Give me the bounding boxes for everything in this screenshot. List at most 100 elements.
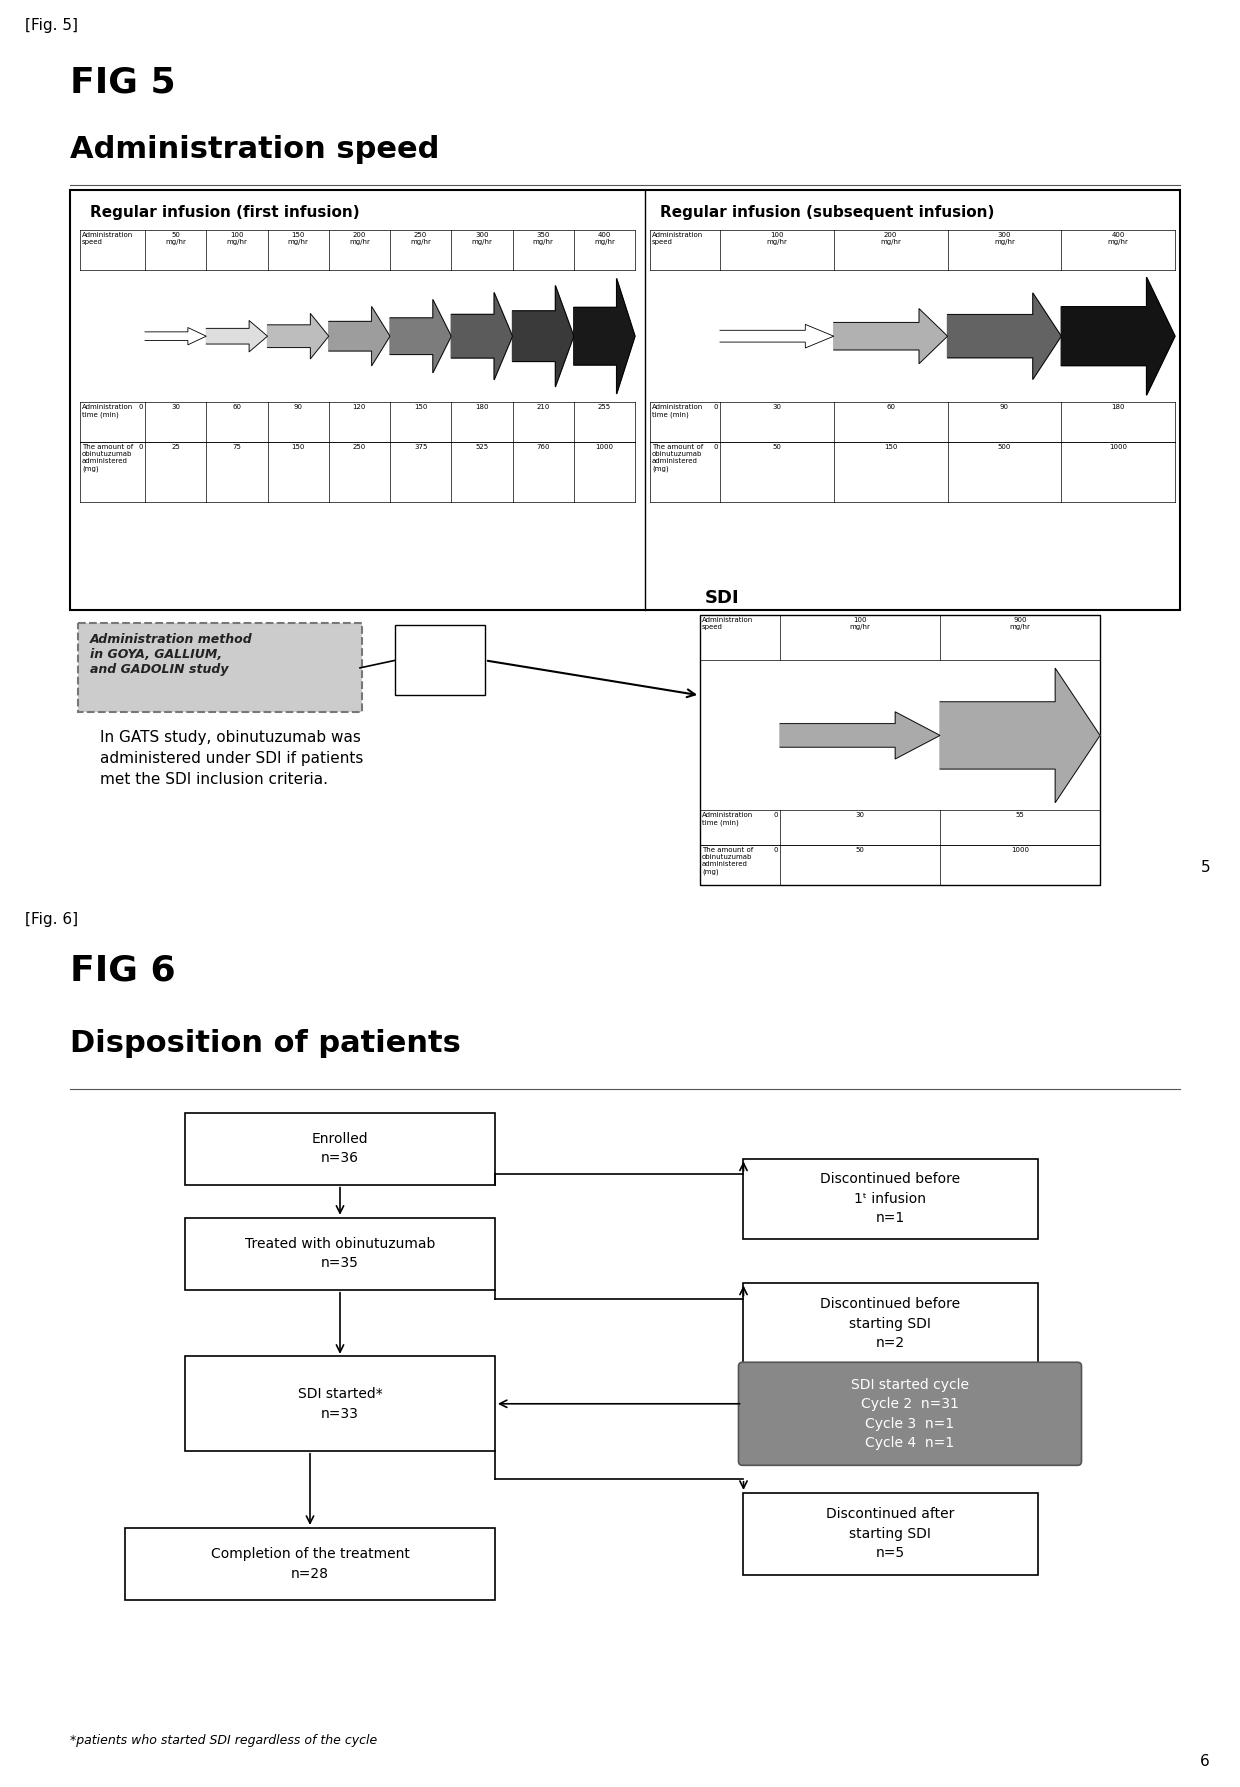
- Text: Administration
speed: Administration speed: [702, 617, 753, 631]
- Text: 75: 75: [232, 445, 242, 450]
- Text: 1000: 1000: [1011, 847, 1029, 854]
- Text: 50: 50: [773, 445, 781, 450]
- Text: The amount of
obinutuzumab
administered
(mg): The amount of obinutuzumab administered …: [652, 445, 703, 472]
- Text: 250: 250: [352, 445, 366, 450]
- Text: [Fig. 6]: [Fig. 6]: [25, 911, 78, 926]
- FancyBboxPatch shape: [743, 1158, 1038, 1238]
- Text: 210: 210: [537, 404, 549, 411]
- Polygon shape: [145, 327, 206, 345]
- Text: 760: 760: [537, 445, 549, 450]
- Text: 525: 525: [475, 445, 489, 450]
- Text: 0: 0: [774, 813, 777, 818]
- Text: 150
mg/hr: 150 mg/hr: [288, 232, 309, 245]
- Text: SDI started cycle
Cycle 2  n=31
Cycle 3  n=1
Cycle 4  n=1: SDI started cycle Cycle 2 n=31 Cycle 3 n…: [851, 1378, 968, 1449]
- Polygon shape: [268, 313, 329, 359]
- Text: 200
mg/hr: 200 mg/hr: [880, 232, 901, 245]
- Text: 50
mg/hr: 50 mg/hr: [165, 232, 186, 245]
- Text: 300
mg/hr: 300 mg/hr: [471, 232, 492, 245]
- Polygon shape: [833, 309, 947, 365]
- FancyBboxPatch shape: [69, 189, 1180, 611]
- Text: 0: 0: [774, 847, 777, 854]
- Text: 25: 25: [171, 445, 180, 450]
- Text: 300
mg/hr: 300 mg/hr: [994, 232, 1014, 245]
- Text: 30: 30: [856, 813, 864, 818]
- Text: Administration speed: Administration speed: [69, 136, 439, 164]
- Polygon shape: [206, 320, 268, 352]
- Polygon shape: [451, 293, 512, 381]
- Text: 90: 90: [999, 404, 1009, 411]
- Polygon shape: [1061, 277, 1176, 395]
- Text: Discontinued after
starting SDI
n=5: Discontinued after starting SDI n=5: [826, 1508, 955, 1560]
- Text: 255: 255: [598, 404, 611, 411]
- Text: Discontinued before
1ᵗ infusion
n=1: Discontinued before 1ᵗ infusion n=1: [820, 1172, 960, 1226]
- FancyBboxPatch shape: [701, 615, 1100, 886]
- Text: Administration
speed: Administration speed: [652, 232, 703, 245]
- FancyBboxPatch shape: [78, 624, 362, 713]
- Text: The amount of
obinutuzumab
administered
(mg): The amount of obinutuzumab administered …: [702, 847, 753, 876]
- Text: 60: 60: [887, 404, 895, 411]
- Text: Completion of the treatment
n=28: Completion of the treatment n=28: [211, 1548, 409, 1581]
- FancyBboxPatch shape: [185, 1217, 495, 1290]
- FancyBboxPatch shape: [185, 1356, 495, 1451]
- Text: Administration
speed: Administration speed: [82, 232, 133, 245]
- Text: 0: 0: [713, 445, 718, 450]
- Text: Administration
time (min): Administration time (min): [82, 404, 133, 418]
- Text: 50: 50: [856, 847, 864, 854]
- Text: 120: 120: [352, 404, 366, 411]
- Text: SDI started*
n=33: SDI started* n=33: [298, 1387, 382, 1421]
- Text: Disposition of patients: Disposition of patients: [69, 1029, 461, 1058]
- Text: 1000: 1000: [595, 445, 614, 450]
- Text: Regular infusion (first infusion): Regular infusion (first infusion): [91, 206, 360, 220]
- Text: Regular infusion (subsequent infusion): Regular infusion (subsequent infusion): [660, 206, 994, 220]
- Text: 1000: 1000: [1109, 445, 1127, 450]
- Text: 0: 0: [713, 404, 718, 411]
- Text: SDI: SDI: [706, 590, 739, 608]
- Text: 150: 150: [884, 445, 898, 450]
- Text: 900
mg/hr: 900 mg/hr: [1009, 617, 1030, 631]
- Text: 55: 55: [1016, 813, 1024, 818]
- Text: 500: 500: [998, 445, 1011, 450]
- Text: 250
mg/hr: 250 mg/hr: [410, 232, 432, 245]
- FancyBboxPatch shape: [396, 625, 485, 695]
- Text: 150: 150: [291, 445, 305, 450]
- Text: 180: 180: [475, 404, 489, 411]
- Text: 90: 90: [294, 404, 303, 411]
- Text: 200
mg/hr: 200 mg/hr: [348, 232, 370, 245]
- Polygon shape: [329, 307, 391, 366]
- Text: Treated with obinutuzumab
n=35: Treated with obinutuzumab n=35: [244, 1237, 435, 1271]
- Text: 100
mg/hr: 100 mg/hr: [849, 617, 870, 631]
- Text: 400
mg/hr: 400 mg/hr: [1107, 232, 1128, 245]
- Text: *patients who started SDI regardless of the cycle: *patients who started SDI regardless of …: [69, 1733, 377, 1748]
- Text: 400
mg/hr: 400 mg/hr: [594, 232, 615, 245]
- Text: Enrolled
n=36: Enrolled n=36: [311, 1131, 368, 1165]
- Text: 350
mg/hr: 350 mg/hr: [533, 232, 553, 245]
- FancyBboxPatch shape: [743, 1283, 1038, 1365]
- Text: [Fig. 5]: [Fig. 5]: [25, 18, 78, 32]
- Polygon shape: [512, 286, 574, 386]
- Polygon shape: [720, 325, 833, 348]
- Polygon shape: [574, 279, 635, 393]
- Text: Administration method
in GOYA, GALLIUM,
and GADOLIN study: Administration method in GOYA, GALLIUM, …: [91, 633, 253, 675]
- Text: 60: 60: [232, 404, 242, 411]
- Text: Discontinued before
starting SDI
n=2: Discontinued before starting SDI n=2: [820, 1297, 960, 1351]
- Text: 0: 0: [139, 445, 143, 450]
- Text: 30: 30: [773, 404, 781, 411]
- Text: FIG 5: FIG 5: [69, 64, 176, 98]
- Text: 0: 0: [139, 404, 143, 411]
- Text: 150: 150: [414, 404, 428, 411]
- FancyBboxPatch shape: [743, 1492, 1038, 1574]
- Text: 100
mg/hr: 100 mg/hr: [766, 232, 787, 245]
- Text: Administration
time (min): Administration time (min): [652, 404, 703, 418]
- Text: 375: 375: [414, 445, 428, 450]
- Text: 6: 6: [1200, 1755, 1210, 1769]
- Text: The amount of
obinutuzumab
administered
(mg): The amount of obinutuzumab administered …: [82, 445, 133, 472]
- Text: FIG 6: FIG 6: [69, 954, 176, 988]
- FancyBboxPatch shape: [739, 1362, 1081, 1465]
- FancyBboxPatch shape: [185, 1113, 495, 1185]
- Text: In GATS study, obinutuzumab was
administered under SDI if patients
met the SDI i: In GATS study, obinutuzumab was administ…: [100, 731, 363, 788]
- Text: 5: 5: [1200, 861, 1210, 876]
- Polygon shape: [947, 293, 1061, 379]
- Polygon shape: [391, 300, 451, 373]
- FancyBboxPatch shape: [125, 1528, 495, 1599]
- Text: 30: 30: [171, 404, 180, 411]
